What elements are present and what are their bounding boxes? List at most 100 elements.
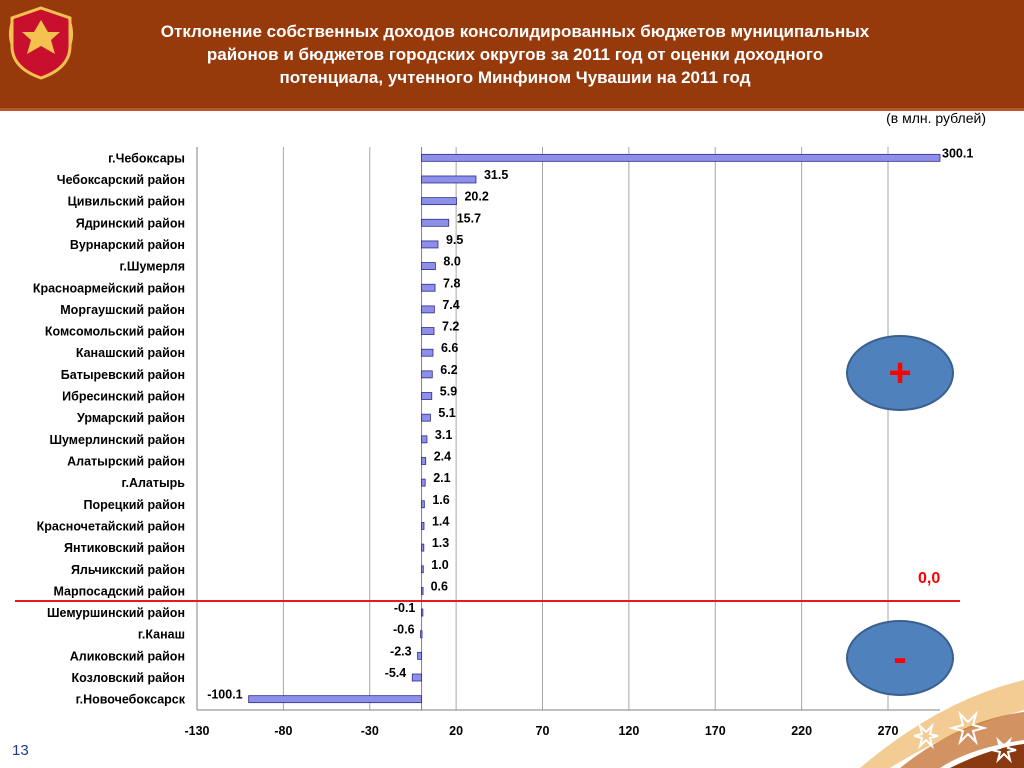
x-tick-label-7: 220 xyxy=(791,724,812,738)
header-bar: Отклонение собственных доходов консолиди… xyxy=(0,0,1024,108)
value-label-6: 7.8 xyxy=(443,276,460,290)
bar-25 xyxy=(248,695,422,704)
minus-circle: - xyxy=(846,620,954,696)
header-divider xyxy=(0,108,1024,111)
value-label-1: 31.5 xyxy=(484,168,508,182)
bar-5 xyxy=(421,262,436,270)
category-label-25: г.Новочебоксарск xyxy=(76,693,186,707)
x-tick-label-2: -30 xyxy=(361,724,379,738)
bar-23 xyxy=(417,651,422,660)
value-label-19: 1.0 xyxy=(431,558,448,572)
category-label-14: Алатырский район xyxy=(67,454,185,468)
page-title: Отклонение собственных доходов консолиди… xyxy=(85,20,945,89)
category-label-17: Красночетайский район xyxy=(37,519,185,533)
category-label-24: Козловский район xyxy=(72,671,185,685)
category-label-13: Шумерлинский район xyxy=(49,433,185,447)
category-label-18: Янтиковский район xyxy=(64,541,185,555)
title-line-3: потенциала, учтенного Минфином Чувашии н… xyxy=(279,68,751,87)
plus-circle: + xyxy=(846,335,954,411)
value-label-21: -0.1 xyxy=(394,601,416,615)
category-label-11: Ибресинский район xyxy=(62,390,185,404)
category-label-21: Шемуршинский район xyxy=(47,606,185,620)
bar-15 xyxy=(421,478,426,487)
x-tick-label-3: 20 xyxy=(449,724,463,738)
category-label-15: г.Алатырь xyxy=(122,476,186,490)
value-label-12: 5.1 xyxy=(438,406,455,420)
category-label-19: Яльчикский район xyxy=(71,563,185,577)
value-label-23: -2.3 xyxy=(390,644,412,658)
bar-10 xyxy=(421,370,433,379)
category-label-8: Комсомольский район xyxy=(45,325,185,339)
bar-2 xyxy=(421,197,457,206)
category-label-5: г.Шумерля xyxy=(119,260,185,274)
bar-21 xyxy=(421,608,424,617)
category-label-4: Вурнарский район xyxy=(70,238,185,252)
value-label-11: 5.9 xyxy=(440,385,457,399)
category-label-20: Марпосадский район xyxy=(53,584,185,598)
bar-13 xyxy=(421,435,428,444)
value-label-0: 300.1 xyxy=(942,146,973,160)
bar-11 xyxy=(421,392,433,400)
bar-19 xyxy=(421,565,424,574)
slide-number: 13 xyxy=(12,742,29,759)
chuvashia-emblem-icon xyxy=(8,6,74,80)
value-label-18: 1.3 xyxy=(432,536,449,550)
value-label-25: -100.1 xyxy=(207,688,242,702)
value-label-24: -5.4 xyxy=(385,666,407,680)
bar-18 xyxy=(421,543,425,552)
category-label-10: Батыревский район xyxy=(61,368,185,382)
unit-note: (в млн. рублей) xyxy=(886,110,986,126)
value-label-14: 2.4 xyxy=(434,449,451,463)
title-line-2: районов и бюджетов городских округов за … xyxy=(206,45,824,64)
x-tick-label-0: -130 xyxy=(184,724,209,738)
bar-9 xyxy=(421,348,434,357)
bar-24 xyxy=(411,673,422,682)
x-tick-label-6: 170 xyxy=(705,724,726,738)
category-label-22: г.Канаш xyxy=(138,628,185,642)
category-label-23: Аликовский район xyxy=(70,649,185,663)
value-label-7: 7.4 xyxy=(442,298,459,312)
bar-4 xyxy=(421,240,439,249)
bar-3 xyxy=(421,218,450,227)
minus-sign: - xyxy=(893,635,907,680)
bar-0 xyxy=(421,153,941,162)
plus-sign: + xyxy=(888,350,912,395)
bar-14 xyxy=(421,457,427,465)
category-label-3: Ядринский район xyxy=(76,216,185,230)
category-label-1: Чебоксарский район xyxy=(57,173,185,187)
bar-20 xyxy=(421,587,424,595)
value-label-16: 1.6 xyxy=(432,493,449,507)
category-label-12: Урмарский район xyxy=(77,411,185,425)
x-tick-label-1: -80 xyxy=(274,724,292,738)
category-label-9: Канашский район xyxy=(76,346,185,360)
value-label-10: 6.2 xyxy=(440,363,457,377)
category-label-7: Моргаушский район xyxy=(60,303,185,317)
category-label-0: г.Чебоксары xyxy=(108,151,185,165)
value-label-20: 0.6 xyxy=(431,579,448,593)
x-tick-label-5: 120 xyxy=(618,724,639,738)
value-label-15: 2.1 xyxy=(433,471,450,485)
bar-6 xyxy=(421,283,436,292)
value-label-13: 3.1 xyxy=(435,428,452,442)
value-label-22: -0.6 xyxy=(393,623,415,637)
value-label-3: 15.7 xyxy=(457,211,481,225)
bar-16 xyxy=(421,500,425,509)
bar-12 xyxy=(421,413,431,422)
category-label-6: Красноармейский район xyxy=(33,281,185,295)
bar-1 xyxy=(421,175,477,184)
value-label-5: 8.0 xyxy=(443,255,460,269)
bar-8 xyxy=(421,327,435,335)
value-label-17: 1.4 xyxy=(432,514,449,528)
value-label-9: 6.6 xyxy=(441,341,458,355)
zero-label: 0,0 xyxy=(918,570,941,587)
bar-7 xyxy=(421,305,435,314)
value-label-8: 7.2 xyxy=(442,320,459,334)
title-line-1: Отклонение собственных доходов консолиди… xyxy=(160,22,870,41)
bar-22 xyxy=(420,630,423,639)
x-tick-label-8: 270 xyxy=(878,724,899,738)
value-label-2: 20.2 xyxy=(464,190,488,204)
category-label-16: Порецкий район xyxy=(84,498,185,512)
x-tick-label-4: 70 xyxy=(536,724,550,738)
bar-17 xyxy=(421,522,425,530)
